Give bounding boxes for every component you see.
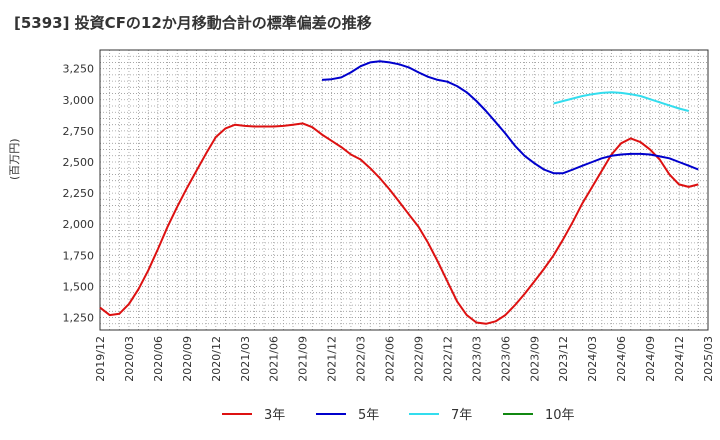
- x-tick-label: 2021/09: [297, 336, 310, 382]
- x-tick-label: 2024/12: [673, 336, 686, 382]
- y-tick-label: 3,000: [63, 94, 95, 107]
- plot-frame: [99, 49, 709, 331]
- legend-label-3: 10年: [545, 408, 575, 423]
- x-tick-label: 2022/03: [355, 336, 368, 382]
- x-tick-label: 2024/09: [644, 336, 657, 382]
- x-tick-label: 2025/03: [702, 336, 715, 382]
- chart-title: [5393] 投資CFの12か月移動合計の標準偏差の推移: [14, 14, 372, 32]
- x-tick-label: 2023/06: [499, 336, 512, 382]
- y-tick-label: 2,250: [63, 187, 95, 200]
- y-tick-label: 2,000: [63, 218, 95, 231]
- x-tick-label: 2024/06: [615, 336, 628, 382]
- series-line-0: [99, 122, 699, 325]
- y-tick-label: 1,750: [63, 249, 95, 262]
- x-tick-label: 2023/09: [528, 336, 541, 382]
- x-tick-label: 2024/03: [586, 336, 599, 382]
- series-line-1: [321, 60, 699, 175]
- x-tick-label: 2020/06: [152, 336, 165, 382]
- x-tick-label: 2021/12: [326, 336, 339, 382]
- series-line-2: [553, 91, 689, 112]
- y-tick-label: 1,250: [63, 312, 95, 325]
- x-tick-label: 2022/06: [384, 336, 397, 382]
- legend-label-2: 7年: [451, 408, 472, 423]
- legend-label-1: 5年: [358, 408, 379, 423]
- x-tick-label: 2022/12: [441, 336, 454, 382]
- x-tick-label: 2020/09: [181, 336, 194, 382]
- plot-area: [100, 50, 708, 330]
- legend-label-0: 3年: [264, 408, 285, 423]
- x-tick-label: 2023/12: [557, 336, 570, 382]
- x-tick-label: 2021/03: [239, 336, 252, 382]
- x-tick-label: 2020/03: [123, 336, 136, 382]
- y-tick-label: 3,250: [63, 63, 95, 76]
- y-tick-label: 1,500: [63, 280, 95, 293]
- y-tick-label: 2,750: [63, 125, 95, 138]
- x-tick-label: 2023/03: [470, 336, 483, 382]
- x-tick-label: 2020/12: [210, 336, 223, 382]
- x-tick-label: 2019/12: [94, 336, 107, 382]
- x-tick-label: 2021/06: [268, 336, 281, 382]
- x-tick-label: 2022/09: [412, 336, 425, 382]
- y-tick-label: 2,500: [63, 156, 95, 169]
